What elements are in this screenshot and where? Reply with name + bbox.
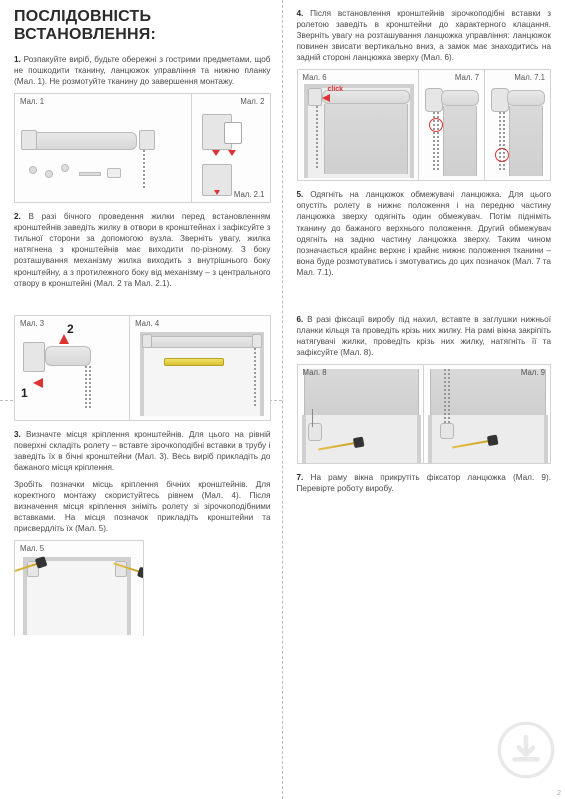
figure-1-label: Мал. 1 — [20, 97, 44, 106]
figure-row-1-2: Мал. 1 Мал. 2 Мал. 2.1 — [14, 93, 271, 203]
step-1-body: Розпакуйте виріб, будьте обережні з гост… — [14, 55, 271, 86]
figure-5: Мал. 5 — [15, 541, 143, 636]
page-title: ПОСЛІДОВНІСТЬ ВСТАНОВЛЕННЯ: — [14, 8, 271, 44]
right-column: 4. Після встановлення кронштейнів зірочк… — [283, 0, 565, 799]
figure-9-label: Мал. 9 — [521, 368, 545, 377]
watermark-icon — [497, 721, 555, 779]
figure-2-label: Мал. 2 — [240, 97, 264, 106]
figure-21-label: Мал. 2.1 — [234, 190, 265, 199]
figure-3: Мал. 3 2 1 — [15, 316, 130, 420]
figure-71-label: Мал. 7.1 — [514, 73, 545, 82]
step-7-body: На раму вікна прикрутіть фіксатор ланцюж… — [297, 473, 551, 493]
step-6-text: 6. В разі фіксації виробу під нахил, вст… — [297, 314, 552, 358]
step-3a-body: Визначте місця кріплення кронштейнів. Дл… — [14, 430, 271, 472]
figure-1: Мал. 1 — [15, 94, 192, 202]
figure-9: Мал. 9 — [424, 365, 550, 463]
step-2-text: 2. В разі бічного проведення жилки перед… — [14, 211, 271, 288]
figure-3-label: Мал. 3 — [20, 319, 44, 328]
figure-row-5: Мал. 5 — [14, 540, 144, 636]
page: ПОСЛІДОВНІСТЬ ВСТАНОВЛЕННЯ: 1. Розпакуйт… — [0, 0, 565, 799]
step-3a-text: 3. Визначте місця кріплення кронштейнів.… — [14, 429, 271, 473]
figure-2: Мал. 2 Мал. 2.1 — [192, 94, 270, 202]
figure-8-label: Мал. 8 — [303, 368, 327, 377]
figure-6: Мал. 6 click — [298, 70, 420, 180]
step-4-body: Після встановлення кронштейнів зірочкопо… — [297, 9, 552, 62]
step-5-body: Одягніть на ланцюжок обмежувачі ланцюжка… — [297, 190, 552, 276]
click-label: click — [328, 86, 344, 93]
figure-7-label: Мал. 7 — [455, 73, 479, 82]
page-number: 2 — [557, 790, 561, 797]
step-3b-text: Зробіть позначки місць кріплення бічних … — [14, 479, 271, 534]
figure-71: Мал. 7.1 — [485, 70, 550, 180]
step-2-body: В разі бічного проведення жилки перед вс… — [14, 212, 271, 287]
figure-4-label: Мал. 4 — [135, 319, 159, 328]
figure-6-label: Мал. 6 — [303, 73, 327, 82]
figure-row-6-7: Мал. 6 click Мал. 7 Мал. 7.1 — [297, 69, 552, 181]
step-5-text: 5. Одягніть на ланцюжок обмежувачі ланцю… — [297, 189, 552, 278]
step-1-text: 1. Розпакуйте виріб, будьте обережні з г… — [14, 54, 271, 87]
figure-8: Мал. 8 — [298, 365, 425, 463]
figure-5-label: Мал. 5 — [20, 544, 44, 553]
figure-row-3-4: Мал. 3 2 1 Мал. 4 — [14, 315, 271, 421]
figure-row-8-9: Мал. 8 Мал. 9 — [297, 364, 552, 464]
figure-7: Мал. 7 — [419, 70, 485, 180]
step-6-body: В разі фіксації виробу під нахил, вставт… — [297, 315, 552, 357]
step-7-text: 7. На раму вікна прикрутіть фіксатор лан… — [297, 472, 552, 494]
figure-4: Мал. 4 — [130, 316, 269, 420]
step-4-text: 4. Після встановлення кронштейнів зірочк… — [297, 8, 552, 63]
left-column: ПОСЛІДОВНІСТЬ ВСТАНОВЛЕННЯ: 1. Розпакуйт… — [0, 0, 283, 799]
